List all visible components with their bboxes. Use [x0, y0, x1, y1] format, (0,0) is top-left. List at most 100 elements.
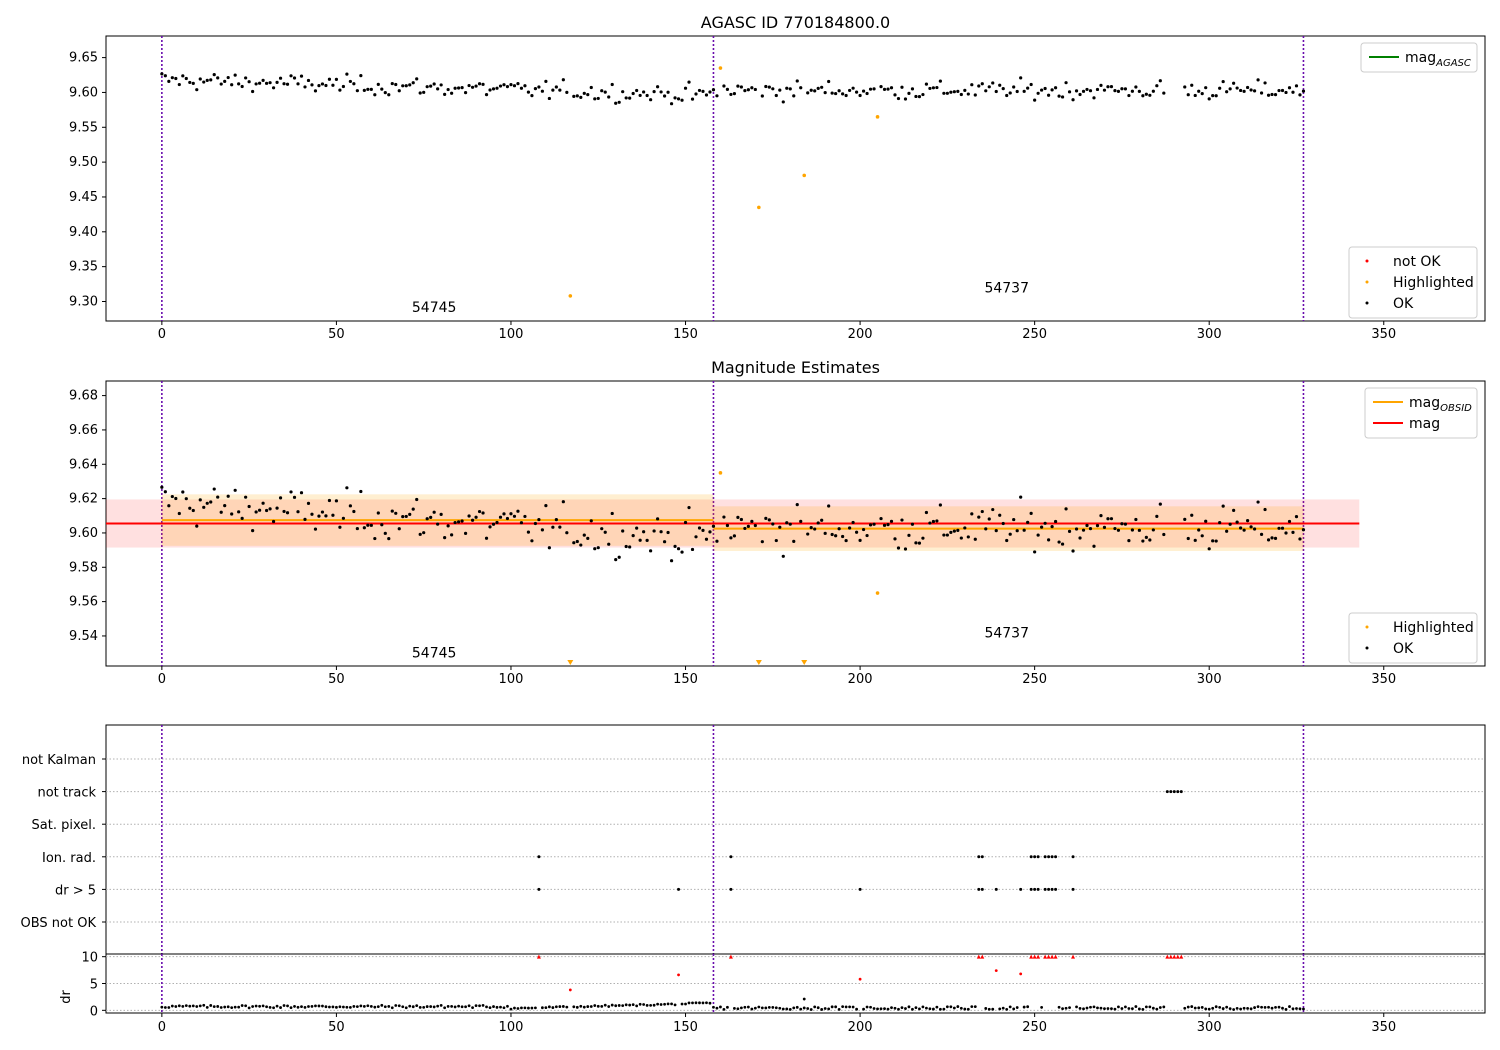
- ok-point: [1263, 507, 1267, 512]
- ok-point: [596, 96, 600, 101]
- dr-ok-point: [1204, 1007, 1208, 1011]
- ok-point: [854, 90, 859, 94]
- ok-point: [607, 542, 611, 546]
- ok-point: [722, 515, 726, 519]
- ok-point: [292, 76, 297, 80]
- ok-point: [369, 87, 373, 91]
- ok-point: [984, 89, 988, 93]
- dr-ok-point: [495, 1005, 499, 1009]
- ok-point: [600, 89, 604, 93]
- dr-ok-point: [823, 1007, 827, 1010]
- ok-point: [1057, 94, 1061, 98]
- ok-point: [481, 82, 485, 86]
- dr-not-ok-point: [994, 969, 998, 973]
- ok-point: [376, 82, 380, 86]
- ok-point: [792, 94, 796, 98]
- ok-point: [198, 77, 202, 81]
- dr-ok-point: [1110, 1007, 1113, 1010]
- ok-point: [1109, 517, 1114, 521]
- dr-ok-point: [827, 1007, 831, 1011]
- dr-ok-point: [1148, 1005, 1152, 1009]
- dr-ok-point: [240, 1004, 244, 1007]
- legend-label: OK: [1393, 641, 1414, 657]
- dr-ok-point: [317, 1004, 321, 1008]
- x-tick-label: 250: [1022, 327, 1047, 342]
- ok-point: [1047, 538, 1051, 542]
- dr-ok-point: [687, 1001, 691, 1005]
- ok-point: [837, 527, 841, 531]
- ok-point: [1102, 525, 1107, 529]
- dr-ok-point: [345, 1005, 349, 1009]
- ok-point: [1008, 91, 1012, 95]
- dr-ok-point: [1012, 1007, 1016, 1011]
- ok-point: [446, 524, 450, 528]
- dr-not-ok-marker: [1172, 954, 1177, 959]
- dr-ok-point: [781, 1007, 785, 1011]
- ok-point: [401, 84, 405, 88]
- dr-ok-point: [572, 1005, 576, 1009]
- ok-point: [415, 497, 419, 502]
- ok-point: [1151, 89, 1155, 93]
- legend-box: [1360, 42, 1478, 73]
- dr-ok-point: [390, 1006, 394, 1010]
- ok-point: [188, 506, 192, 510]
- ok-point: [1239, 88, 1243, 93]
- dr-ok-point: [684, 1002, 687, 1006]
- dr-ok-point: [275, 1004, 279, 1008]
- ok-point: [177, 82, 181, 87]
- ok-point: [320, 82, 325, 86]
- ok-point: [422, 90, 426, 94]
- ok-point: [868, 523, 873, 527]
- dr-ok-point: [932, 1007, 935, 1011]
- ok-point: [949, 90, 953, 94]
- ok-point: [467, 83, 471, 88]
- dr-ok-point: [802, 997, 806, 1001]
- y-tick-label: 9.66: [69, 423, 98, 438]
- ok-point: [226, 494, 230, 498]
- ok-point: [882, 87, 887, 91]
- ok-point: [669, 102, 674, 106]
- dr-ok-point: [478, 1004, 481, 1008]
- dr-ok-point: [586, 1005, 590, 1008]
- ok-point: [303, 85, 307, 89]
- dr-ok-point: [558, 1005, 562, 1008]
- ok-point: [743, 89, 747, 93]
- ok-point: [959, 536, 963, 540]
- dr-ok-point: [1249, 1007, 1253, 1011]
- ok-point: [237, 82, 241, 86]
- dr-ok-point: [184, 1004, 188, 1008]
- ok-point: [1158, 502, 1162, 506]
- ok-point: [533, 521, 538, 526]
- ok-point: [415, 77, 419, 81]
- flag-point: [1054, 887, 1058, 891]
- dr-ok-point: [265, 1005, 268, 1009]
- ok-point: [324, 514, 328, 518]
- dr-ok-point: [691, 1001, 694, 1005]
- ok-point: [921, 92, 925, 97]
- ok-point: [697, 88, 702, 93]
- ok-point: [1043, 521, 1047, 525]
- ok-point: [502, 83, 506, 87]
- ok-point: [760, 540, 764, 544]
- ok-point: [408, 83, 412, 87]
- ok-point: [167, 504, 171, 508]
- ok-point: [317, 84, 321, 88]
- dr-ok-point: [1151, 1006, 1155, 1010]
- dr-ok-point: [247, 1006, 251, 1010]
- dr-ok-point: [432, 1005, 436, 1009]
- dr-ok-point: [457, 1004, 461, 1008]
- ok-point: [1033, 550, 1037, 554]
- dr-not-ok-point: [677, 973, 680, 977]
- dr-ok-point: [1218, 1005, 1222, 1009]
- ok-point: [1106, 517, 1110, 521]
- ok-point: [820, 85, 824, 89]
- ok-point: [170, 494, 174, 499]
- ok-point: [498, 515, 503, 519]
- ok-point: [519, 521, 524, 525]
- dr-ok-point: [219, 1006, 223, 1009]
- ok-point: [732, 92, 737, 96]
- flag-point: [1019, 887, 1023, 891]
- ok-point: [893, 93, 897, 97]
- dr-ok-point: [450, 1004, 454, 1008]
- ok-point: [184, 497, 188, 501]
